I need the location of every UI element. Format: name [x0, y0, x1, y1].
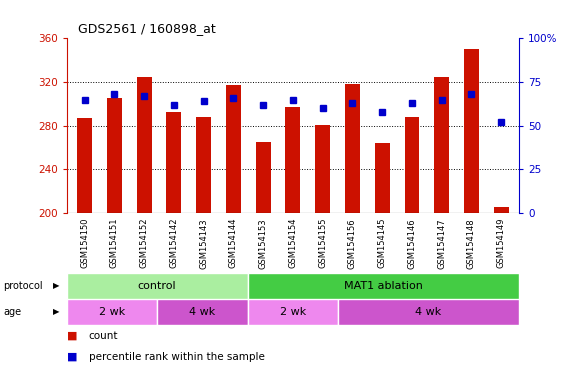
Text: GSM154147: GSM154147	[437, 218, 446, 268]
Bar	[67, 273, 248, 299]
Text: GSM154152: GSM154152	[140, 218, 148, 268]
Bar	[404, 117, 419, 213]
Text: GSM154153: GSM154153	[259, 218, 267, 268]
Text: GSM154142: GSM154142	[169, 218, 178, 268]
Bar	[338, 299, 519, 325]
Text: GSM154149: GSM154149	[496, 218, 506, 268]
Bar	[494, 207, 509, 213]
Text: GSM154156: GSM154156	[348, 218, 357, 268]
Bar	[434, 77, 449, 213]
Text: GDS2561 / 160898_at: GDS2561 / 160898_at	[78, 22, 216, 35]
Bar	[345, 84, 360, 213]
Bar	[285, 107, 300, 213]
Bar	[256, 142, 271, 213]
Bar	[107, 98, 122, 213]
Bar	[137, 77, 151, 213]
Text: GSM154144: GSM154144	[229, 218, 238, 268]
Text: ▶: ▶	[53, 307, 60, 316]
Text: MAT1 ablation: MAT1 ablation	[344, 281, 423, 291]
Text: 4 wk: 4 wk	[415, 307, 442, 317]
Bar	[77, 118, 92, 213]
Bar	[248, 299, 338, 325]
Bar	[67, 299, 157, 325]
Text: control: control	[138, 281, 176, 291]
Text: GSM154155: GSM154155	[318, 218, 327, 268]
Bar	[375, 143, 390, 213]
Bar	[248, 273, 519, 299]
Text: age: age	[3, 307, 21, 317]
Bar	[464, 49, 479, 213]
Text: GSM154151: GSM154151	[110, 218, 119, 268]
Bar	[157, 299, 248, 325]
Bar	[196, 117, 211, 213]
Text: GSM154146: GSM154146	[408, 218, 416, 268]
Bar	[166, 112, 182, 213]
Text: percentile rank within the sample: percentile rank within the sample	[89, 352, 264, 362]
Text: ■: ■	[67, 352, 77, 362]
Text: 4 wk: 4 wk	[189, 307, 216, 317]
Text: 2 wk: 2 wk	[280, 307, 306, 317]
Text: 2 wk: 2 wk	[99, 307, 125, 317]
Text: GSM154150: GSM154150	[80, 218, 89, 268]
Text: ▶: ▶	[53, 281, 60, 290]
Text: ■: ■	[67, 331, 77, 341]
Bar	[315, 125, 330, 213]
Text: GSM154143: GSM154143	[199, 218, 208, 268]
Text: protocol: protocol	[3, 281, 42, 291]
Text: count: count	[89, 331, 118, 341]
Text: GSM154145: GSM154145	[378, 218, 387, 268]
Text: GSM154154: GSM154154	[288, 218, 298, 268]
Text: GSM154148: GSM154148	[467, 218, 476, 268]
Bar	[226, 85, 241, 213]
